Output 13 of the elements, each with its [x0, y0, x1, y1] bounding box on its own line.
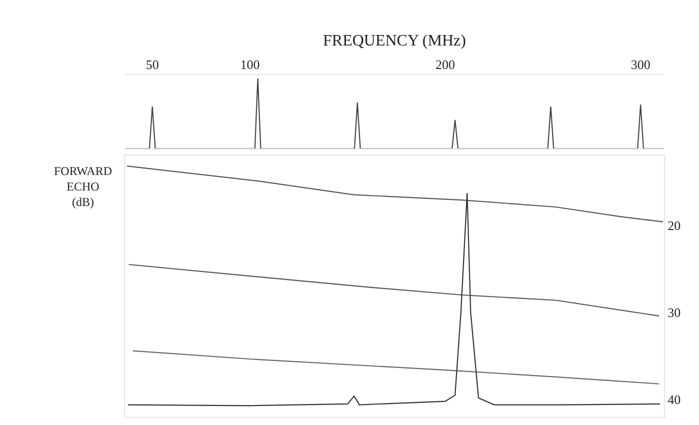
- line-series: [126, 165, 664, 222]
- y-tick-label: 20: [668, 218, 681, 233]
- y-tick-label: 40: [668, 392, 681, 408]
- x-tick-label: 50: [146, 56, 159, 72]
- x-tick-label: 100: [240, 56, 260, 72]
- x-tick-label: 300: [630, 56, 650, 72]
- line-series: [128, 264, 660, 316]
- y-tick-label: 30: [668, 304, 681, 320]
- line-series: [127, 192, 661, 406]
- y-axis-title: FORWARD ECHO (dB): [54, 164, 112, 210]
- x-axis-title: FREQUENCY (MHz): [323, 32, 466, 50]
- line-series: [132, 350, 660, 384]
- x-tick-label: 200: [436, 56, 456, 72]
